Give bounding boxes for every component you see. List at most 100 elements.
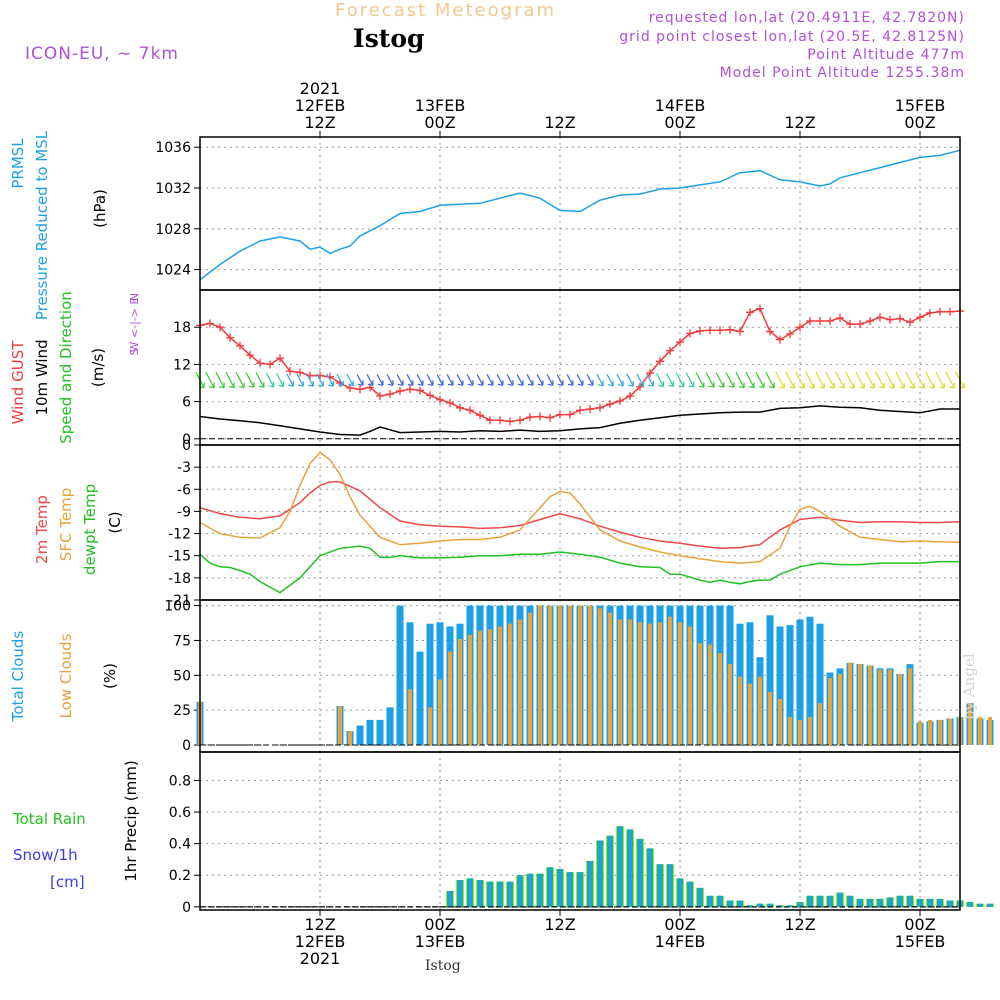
bar-snow-1h	[548, 867, 552, 907]
gust-marker	[576, 406, 584, 415]
bar-low-clouds	[678, 622, 682, 745]
bar-total-clouds	[356, 725, 364, 745]
bar-snow-1h	[828, 895, 832, 907]
wind-arrow	[765, 371, 775, 389]
bar-low-clouds	[648, 623, 652, 745]
y-tick-label: -3	[177, 460, 191, 476]
requested-coords: requested lon,lat (20.4911E, 42.7820N)	[648, 10, 965, 26]
y-tick-label: -18	[168, 571, 191, 587]
bar-snow-1h	[528, 873, 532, 907]
bar-snow-1h	[838, 892, 842, 907]
gust-marker	[916, 313, 924, 322]
bottom-time-label: 13FEB	[415, 932, 466, 951]
wind-arrow	[205, 371, 215, 389]
gust-marker	[676, 338, 684, 347]
panel-3	[194, 444, 961, 601]
gust-marker	[556, 410, 564, 419]
wind-arrow	[376, 374, 384, 386]
panel-border	[199, 136, 961, 291]
gust-marker	[566, 410, 574, 419]
y-tick-label: 18	[173, 320, 191, 336]
gust-marker	[236, 341, 244, 350]
wind-arrow	[636, 373, 644, 387]
gust-marker	[726, 325, 734, 334]
wind-arrow	[496, 374, 504, 386]
bottom-time-label: 12Z	[304, 915, 335, 934]
y-tick-label: 0.2	[169, 868, 191, 884]
label-speed-direction: Speed and Direction	[57, 291, 75, 444]
wind-arrow	[596, 373, 604, 387]
bottom-time-label: 00Z	[904, 915, 935, 934]
bottom-time-label: 15FEB	[895, 932, 946, 951]
bar-snow-1h	[508, 881, 512, 907]
bar-snow-1h	[788, 905, 792, 907]
wind-arrow	[296, 373, 304, 387]
wind-arrow	[316, 373, 324, 387]
dir-key-we: W <-|-> E	[128, 298, 141, 353]
top-time-label: 15FEB	[895, 96, 946, 115]
bar-total-clouds	[406, 622, 414, 745]
wind-arrow	[446, 374, 454, 386]
label-10m-wind: 10m Wind	[33, 339, 51, 415]
bar-snow-1h	[988, 903, 992, 907]
wind-arrow	[566, 374, 574, 386]
bar-total-clouds	[396, 605, 404, 745]
bar-snow-1h	[718, 895, 722, 907]
bar-snow-1h	[598, 840, 602, 907]
wind-arrow	[586, 374, 594, 386]
wind-arrow	[616, 373, 624, 387]
bar-total-clouds	[796, 619, 804, 745]
bar-low-clouds	[738, 676, 742, 745]
y-tick-label: 100	[164, 599, 191, 615]
gust-marker	[646, 369, 654, 378]
wind-arrow	[715, 372, 725, 388]
y-tick-label: 1032	[155, 181, 191, 197]
bar-snow-1h	[978, 903, 982, 907]
wind-arrow	[665, 373, 675, 387]
wind-arrow	[845, 371, 855, 389]
bar-snow-1h	[588, 861, 592, 907]
wind-arrow	[825, 371, 835, 389]
wind-arrow	[785, 371, 795, 389]
wind-arrow	[556, 374, 564, 386]
bar-snow-1h	[468, 878, 472, 907]
y-tick-label: -9	[177, 504, 191, 520]
bar-low-clouds	[698, 643, 702, 745]
bar-snow-1h	[928, 898, 932, 907]
bar-low-clouds	[538, 605, 542, 745]
panel-border	[199, 444, 961, 601]
wind-arrow	[476, 374, 484, 386]
gust-marker	[206, 319, 214, 328]
gust-marker	[906, 318, 914, 327]
bar-low-clouds	[518, 619, 522, 745]
location-name: Istog	[353, 24, 425, 53]
bar-total-clouds	[806, 616, 814, 745]
bar-snow-1h	[658, 864, 662, 907]
gust-marker	[506, 417, 514, 426]
gust-marker	[256, 359, 264, 368]
gust-marker	[776, 335, 784, 344]
bar-snow-1h	[538, 873, 542, 907]
bar-low-clouds	[778, 699, 782, 745]
series-dewpt-temp	[199, 545, 960, 594]
top-time-label: 14FEB	[655, 96, 706, 115]
gust-marker	[786, 330, 794, 339]
wind-arrow	[885, 371, 895, 389]
bar-low-clouds	[808, 717, 812, 745]
wind-arrow	[406, 374, 414, 386]
y-tick-label: 0.6	[169, 805, 191, 821]
footer-location: Istog	[425, 958, 461, 974]
bar-low-clouds	[348, 731, 352, 745]
wind-arrow	[925, 371, 935, 389]
bar-snow-1h	[678, 878, 682, 907]
bar-total-clouds	[386, 707, 394, 746]
bar-low-clouds	[558, 605, 562, 745]
bar-snow-1h	[638, 838, 642, 907]
gust-marker	[266, 360, 274, 369]
bar-low-clouds	[668, 616, 672, 745]
label-snow-1h: Snow/1h	[13, 846, 78, 864]
wind-arrow	[685, 372, 695, 388]
gust-marker	[426, 391, 434, 400]
bar-low-clouds	[948, 718, 952, 745]
bar-snow-1h	[848, 895, 852, 907]
